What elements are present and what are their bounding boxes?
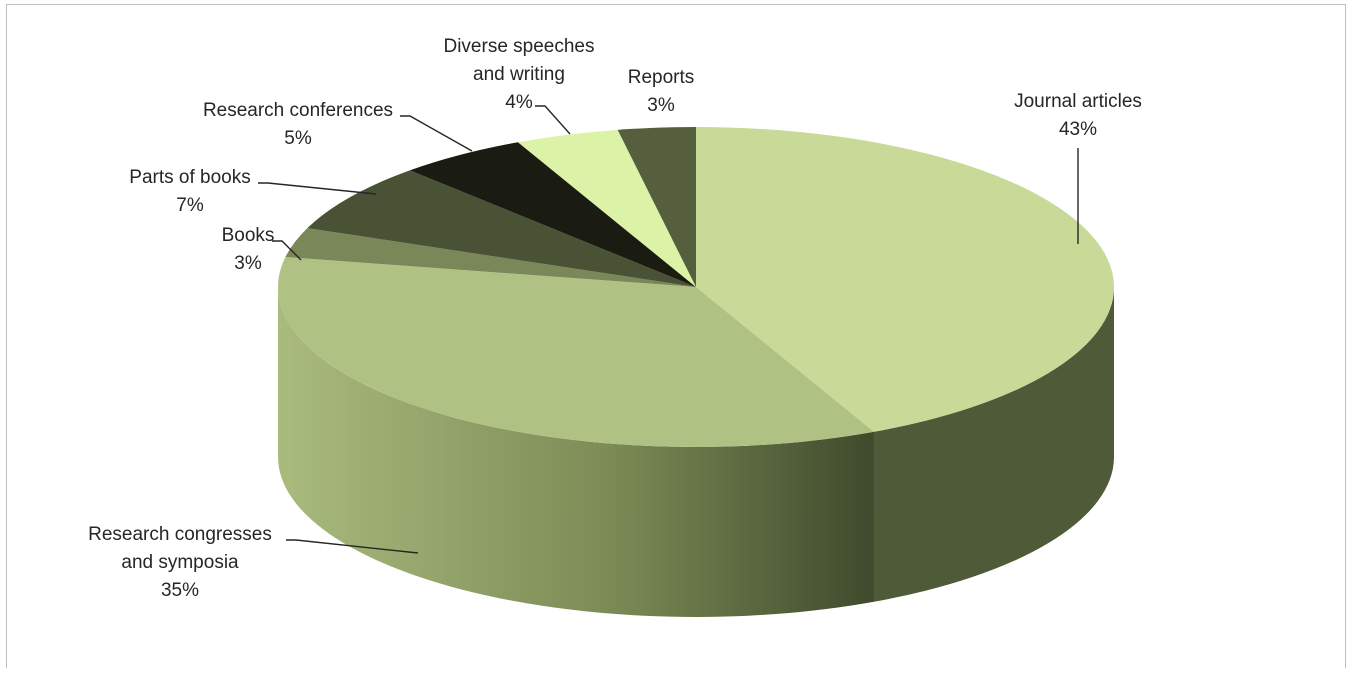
slice-side-research-congresses-and-symposia	[278, 287, 874, 618]
data-label-reports: Reports 3%	[628, 67, 695, 116]
data-label-research-conferences: Research conferences 5%	[203, 100, 393, 149]
slice-diverse-speeches-and-writing	[518, 129, 696, 287]
slice-research-congresses-and-symposia	[278, 257, 874, 448]
data-label-journal-articles: Journal articles 43%	[1014, 91, 1142, 140]
leader-line-research-conferences	[400, 115, 473, 152]
slice-journal-articles	[696, 127, 1114, 432]
data-label-diverse-speeches-and-writing: Diverse speeches and writing 4%	[443, 36, 594, 113]
data-label-research-congresses-and-symposia: Research congresses and symposia 35%	[88, 524, 272, 601]
slice-research-conferences	[409, 142, 696, 287]
leader-line-diverse-speeches-and-writing	[535, 105, 571, 135]
data-label-parts-of-books: Parts of books 7%	[129, 167, 250, 216]
leader-line-research-congresses-and-symposia	[286, 539, 419, 554]
chart-frame	[6, 4, 1346, 668]
data-label-books: Books 3%	[222, 225, 275, 274]
leader-line-parts-of-books	[258, 182, 377, 195]
leader-line-books	[272, 240, 302, 261]
slice-books	[285, 228, 696, 287]
slice-reports	[617, 127, 696, 287]
slice-side-journal-articles	[873, 287, 1114, 602]
slice-parts-of-books	[307, 170, 696, 287]
